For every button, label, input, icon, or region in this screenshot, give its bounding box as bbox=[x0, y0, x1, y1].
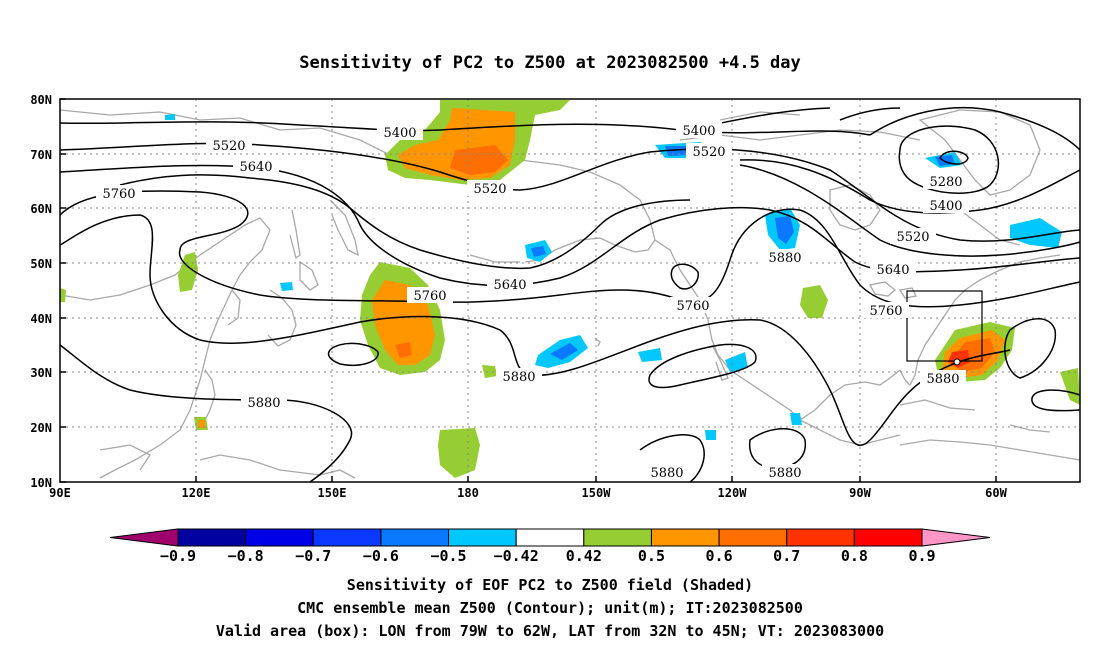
coastlines bbox=[59, 109, 1081, 479]
lon-label: 150E bbox=[318, 486, 347, 500]
contour-label: 5520 bbox=[896, 230, 929, 245]
caption-line-1: Sensitivity of EOF PC2 to Z500 field (Sh… bbox=[347, 576, 753, 594]
colorbar-swatch bbox=[245, 528, 314, 547]
lat-label: 80N bbox=[30, 93, 52, 107]
lon-label: 90W bbox=[849, 486, 871, 500]
shaded-sensitivity bbox=[60, 100, 1080, 478]
shade-lightblue bbox=[280, 282, 293, 291]
shade-green bbox=[438, 428, 480, 478]
colorbar-swatch bbox=[583, 528, 652, 547]
contour-label: 5400 bbox=[929, 199, 962, 214]
contour-label: 5880 bbox=[926, 372, 959, 387]
colorbar-label: 0.9 bbox=[908, 547, 935, 565]
contour-label: 5400 bbox=[383, 126, 416, 141]
contour-label: 5880 bbox=[768, 251, 801, 266]
lat-label: 50N bbox=[30, 257, 52, 271]
colorbar-swatch bbox=[515, 528, 585, 547]
contour-label: 5760 bbox=[869, 304, 902, 319]
shade-blue bbox=[550, 343, 578, 360]
colorbar-label: 0.6 bbox=[706, 547, 733, 565]
colorbar-label: −0.5 bbox=[430, 547, 466, 565]
lon-label: 120E bbox=[182, 486, 211, 500]
colorbar-swatch bbox=[177, 528, 247, 547]
colorbar-swatch bbox=[312, 528, 382, 547]
contour-label: 5520 bbox=[473, 182, 506, 197]
shade-lightblue bbox=[638, 348, 662, 362]
colorbar-label: −0.7 bbox=[295, 547, 331, 565]
axis-ticks bbox=[60, 98, 997, 483]
colorbar-label: 0.7 bbox=[773, 547, 800, 565]
colorbar-label: −0.9 bbox=[160, 547, 196, 565]
latitude-labels: 80N 70N 60N 50N 40N 30N 20N 10N bbox=[30, 93, 52, 490]
lon-label: 90E bbox=[49, 486, 71, 500]
contour-label: 5520 bbox=[692, 145, 725, 160]
contour-label: 5880 bbox=[247, 396, 280, 411]
colorbar-swatch bbox=[109, 528, 179, 547]
lat-label: 40N bbox=[30, 312, 52, 326]
shade-green bbox=[60, 288, 66, 302]
colorbar-label: −0.6 bbox=[363, 547, 399, 565]
lat-label: 70N bbox=[30, 148, 52, 162]
colorbar-label: 0.5 bbox=[638, 547, 665, 565]
lat-label: 10N bbox=[30, 476, 52, 490]
valid-area-marker bbox=[953, 358, 961, 366]
contour-label: 5880 bbox=[502, 370, 535, 385]
lon-label: 150W bbox=[582, 486, 612, 500]
shade-lightblue bbox=[1010, 218, 1062, 248]
colorbar-label: −0.8 bbox=[228, 547, 264, 565]
contour-label: 5640 bbox=[876, 263, 909, 278]
shade-green bbox=[482, 365, 497, 378]
contour-label: 5520 bbox=[212, 139, 245, 154]
shade-darkorange bbox=[450, 145, 508, 175]
colorbar-label: 0.42 bbox=[566, 547, 602, 565]
lat-label: 20N bbox=[30, 421, 52, 435]
contour-label: 5760 bbox=[676, 299, 709, 314]
shade-lightblue bbox=[705, 430, 716, 440]
plot-area: 5400 5520 5640 5760 5400 5520 5520 5640 … bbox=[59, 98, 1081, 483]
contour-label: 5400 bbox=[682, 124, 715, 139]
contour-label: 5760 bbox=[102, 187, 135, 202]
colorbar-swatch bbox=[718, 528, 788, 547]
colorbar-swatch bbox=[853, 528, 923, 547]
contour-labels: 5400 5520 5640 5760 5400 5520 5520 5640 … bbox=[96, 122, 969, 481]
longitude-labels: 90E 120E 150E 180 150W 120W 90W 60W bbox=[49, 486, 1007, 500]
shade-orange bbox=[198, 420, 205, 428]
contour-label: 5880 bbox=[768, 466, 801, 481]
shade-darkorange bbox=[395, 342, 412, 358]
contour-label: 5760 bbox=[413, 289, 446, 304]
contour-label: 5880 bbox=[650, 466, 683, 481]
colorbar-swatch bbox=[650, 528, 720, 547]
grid-lines bbox=[60, 99, 1080, 482]
contour-label: 5640 bbox=[493, 278, 526, 293]
colorbar-label: 0.8 bbox=[841, 547, 868, 565]
colorbar: −0.9 −0.8 −0.7 −0.6 −0.5 −0.42 0.42 0.5 0.6 0.7 0.… bbox=[109, 528, 991, 565]
colorbar-label: −0.42 bbox=[494, 547, 539, 565]
caption-line-3: Valid area (box): LON from 79W to 62W, L… bbox=[216, 622, 884, 640]
shade-blue bbox=[775, 216, 794, 244]
map-title: Sensitivity of PC2 to Z500 at 2023082500… bbox=[299, 53, 801, 73]
contour-label: 5640 bbox=[239, 160, 272, 175]
shade-lightblue bbox=[725, 352, 748, 372]
shade-green bbox=[1060, 368, 1080, 405]
shade-lightblue bbox=[790, 413, 802, 425]
shade-green bbox=[800, 285, 828, 318]
lat-label: 60N bbox=[30, 202, 52, 216]
lon-label: 60W bbox=[985, 486, 1007, 500]
shade-lightblue bbox=[165, 114, 175, 120]
colorbar-swatch bbox=[921, 528, 991, 547]
colorbar-swatch bbox=[380, 528, 450, 547]
valid-area-box bbox=[906, 290, 983, 362]
lon-label: 120W bbox=[718, 486, 748, 500]
colorbar-swatch bbox=[448, 528, 517, 547]
colorbar-swatch bbox=[786, 528, 855, 547]
shade-blue bbox=[665, 146, 690, 156]
lon-label: 180 bbox=[457, 486, 479, 500]
map-frame bbox=[59, 98, 1081, 483]
caption-line-2: CMC ensemble mean Z500 (Contour); unit(m… bbox=[297, 599, 803, 617]
contour-label: 5280 bbox=[929, 175, 962, 190]
lat-label: 30N bbox=[30, 366, 52, 380]
shade-blue bbox=[531, 246, 546, 257]
